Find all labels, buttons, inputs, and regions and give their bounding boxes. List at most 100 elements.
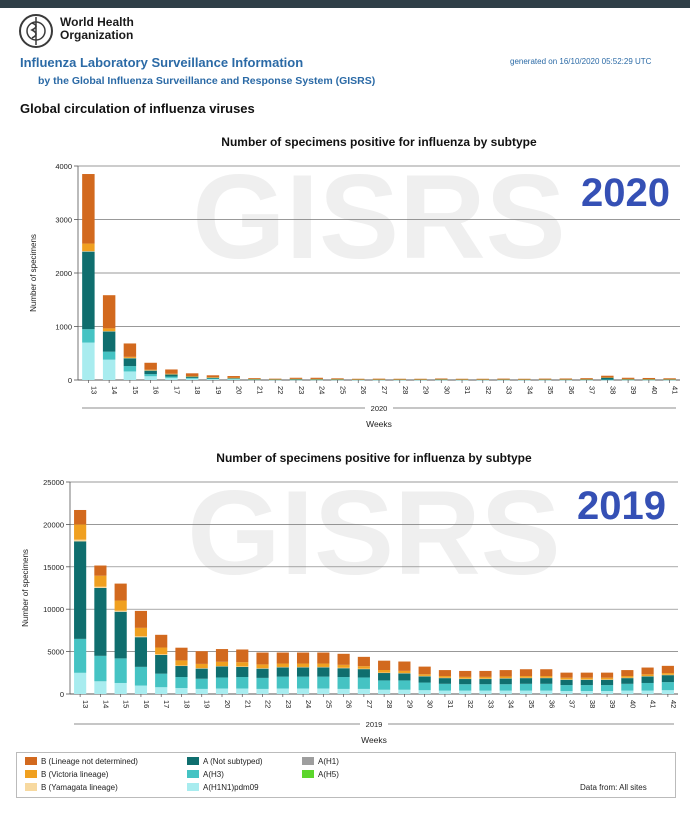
bar-segment	[155, 673, 168, 688]
bar-segment	[538, 379, 552, 380]
section-title: Global circulation of influenza viruses	[20, 101, 255, 116]
bar-segment	[296, 666, 310, 668]
chart-title: Number of specimens positive for influen…	[221, 135, 537, 149]
bar-segment	[185, 377, 199, 379]
bar-segment	[256, 668, 269, 678]
bar-segment	[378, 670, 391, 673]
bar-segment	[114, 610, 127, 612]
bar-segment	[82, 243, 95, 252]
bar-segment	[296, 688, 310, 694]
bar-segment	[276, 652, 289, 664]
bar-segment	[560, 677, 573, 680]
legend-label: B (Lineage not determined)	[41, 757, 138, 766]
bar-segment	[560, 679, 573, 680]
bar-segment	[438, 670, 452, 677]
bar-segment	[144, 362, 157, 370]
bar-segment	[663, 379, 676, 380]
bar-segment	[601, 379, 614, 381]
bar-segment	[134, 666, 148, 686]
legend-label: A(H5)	[318, 770, 339, 779]
chart-2020-svg: Number of specimens positive for influen…	[29, 135, 680, 429]
bar-segment	[621, 677, 634, 679]
bar-segment	[540, 683, 553, 691]
bar-segment	[372, 379, 386, 380]
y-tick-label: 1000	[55, 323, 72, 332]
legend-swatch	[25, 783, 37, 791]
bar-segment	[175, 688, 188, 694]
x-tick-label: 23	[297, 386, 306, 394]
x-tick-label: 18	[193, 386, 202, 394]
x-tick-label: 14	[101, 700, 110, 708]
bar-segment	[206, 375, 220, 378]
x-tick-label: 32	[484, 386, 493, 394]
bar-segment	[185, 375, 199, 377]
x-tick-label: 22	[264, 700, 273, 708]
legend-label: B (Victoria lineage)	[41, 770, 109, 779]
bar-segment	[144, 369, 157, 371]
bar-segment	[455, 378, 469, 380]
watermark-text: GISRS	[187, 466, 560, 600]
bar-segment	[102, 331, 116, 332]
bar-segment	[580, 685, 593, 692]
bar-segment	[82, 329, 95, 343]
bar-segment	[455, 379, 469, 380]
x-tick-label: 29	[422, 386, 431, 394]
bar-segment	[74, 524, 87, 540]
x-tick-label: 28	[385, 700, 394, 708]
legend-swatch	[25, 770, 37, 778]
watermark-text: GISRS	[192, 150, 565, 284]
legend-label: A(H1)	[318, 757, 339, 766]
bar-segment	[580, 379, 593, 381]
bar-segment	[114, 600, 127, 611]
bar-segment	[455, 379, 469, 381]
bar-segment	[144, 376, 157, 380]
legend-item-a-h1: A(H1)	[302, 757, 339, 766]
bar-segment	[600, 685, 614, 692]
bar-segment	[331, 379, 344, 381]
bar-segment	[206, 377, 220, 379]
bar-segment	[663, 379, 676, 381]
x-tick-label: 39	[629, 386, 638, 394]
bar-segment	[337, 677, 350, 689]
bar-segment	[476, 379, 490, 381]
bar-segment	[519, 690, 533, 694]
generated-timestamp: generated on 16/10/2020 05:52:29 UTC	[510, 57, 652, 66]
bar-segment	[123, 356, 137, 358]
bar-segment	[540, 677, 553, 679]
bar-segment	[114, 583, 127, 601]
y-axis-label: Number of specimens	[29, 234, 38, 312]
bar-segment	[661, 674, 674, 683]
bar-segment	[661, 682, 674, 691]
bar-segment	[165, 373, 178, 375]
x-tick-label: 17	[162, 700, 171, 708]
bar-segment	[418, 676, 431, 683]
bar-segment	[479, 678, 492, 685]
bar-segment	[438, 690, 452, 694]
bar-segment	[195, 678, 208, 689]
legend-item-b-victoria: B (Victoria lineage)	[25, 770, 108, 779]
bar-segment	[661, 665, 674, 674]
bar-segment	[276, 676, 289, 689]
bar-segment	[82, 251, 95, 252]
bar-segment	[600, 677, 614, 680]
legend-swatch	[187, 783, 199, 791]
x-tick-label: 33	[486, 700, 495, 708]
bar-segment	[580, 679, 593, 680]
bar-segment	[94, 588, 107, 656]
bar-segment	[155, 647, 168, 655]
legend-label: A (Not subtyped)	[203, 757, 263, 766]
bar-segment	[337, 667, 350, 669]
bar-segment	[175, 665, 188, 667]
bar-segment	[357, 688, 370, 694]
bar-segment	[215, 661, 229, 667]
bar-segment	[600, 691, 614, 694]
bar-segment	[256, 652, 269, 665]
bar-segment	[276, 667, 289, 677]
bar-segment	[499, 678, 512, 679]
bar-segment	[476, 378, 490, 380]
bar-segment	[621, 377, 635, 379]
x-tick-label: 35	[527, 700, 536, 708]
bar-segment	[497, 379, 510, 380]
bar-segment	[580, 379, 593, 380]
bar-segment	[438, 676, 452, 678]
